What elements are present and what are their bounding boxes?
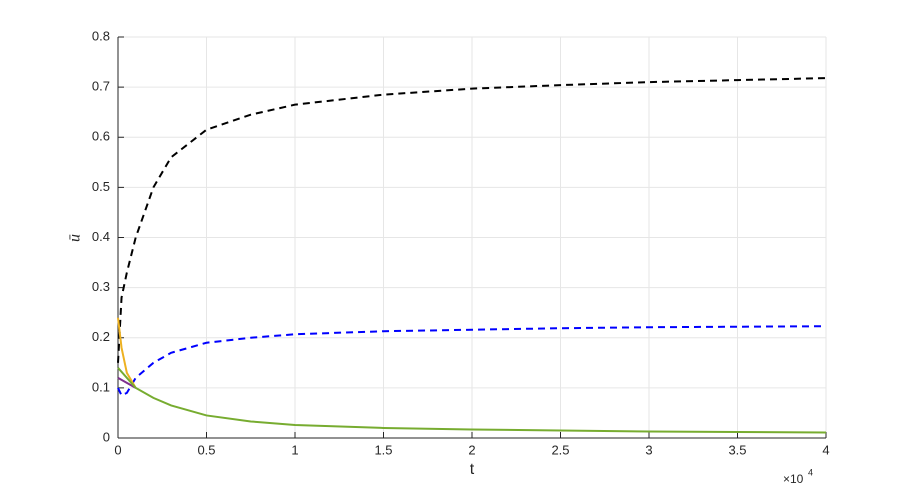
x-tick-label: 1 <box>291 442 298 457</box>
x-tick-label: 2 <box>468 442 475 457</box>
y-tick-label: 0.5 <box>92 179 110 194</box>
x-tick-label: 4 <box>822 442 829 457</box>
y-tick-label: 0.1 <box>92 379 110 394</box>
line-series <box>117 325 827 397</box>
y-tick-label: 0.3 <box>92 279 110 294</box>
x-tick-label: 1.5 <box>374 442 392 457</box>
x-tick-label: 2.5 <box>551 442 569 457</box>
x-tick-label: 3.5 <box>728 442 746 457</box>
x-tick-label: 0.5 <box>197 442 215 457</box>
x-multiplier: ×10 <box>783 472 804 486</box>
line-series <box>117 367 827 434</box>
line-series <box>117 376 137 389</box>
line-series <box>117 77 827 363</box>
y-tick-label: 0.8 <box>92 28 110 43</box>
y-axis-label: ū <box>67 234 84 242</box>
x-multiplier-exponent: 4 <box>808 467 813 477</box>
y-tick-label: 0.6 <box>92 129 110 144</box>
x-tick-label: 0 <box>114 442 121 457</box>
y-tick-label: 0.2 <box>92 329 110 344</box>
y-tick-label: 0.4 <box>92 229 110 244</box>
y-tick-label: 0 <box>103 429 110 444</box>
y-tick-label: 0.7 <box>92 79 110 94</box>
x-tick-label: 3 <box>645 442 652 457</box>
line-series <box>117 317 137 389</box>
x-axis-label: t <box>470 461 475 478</box>
